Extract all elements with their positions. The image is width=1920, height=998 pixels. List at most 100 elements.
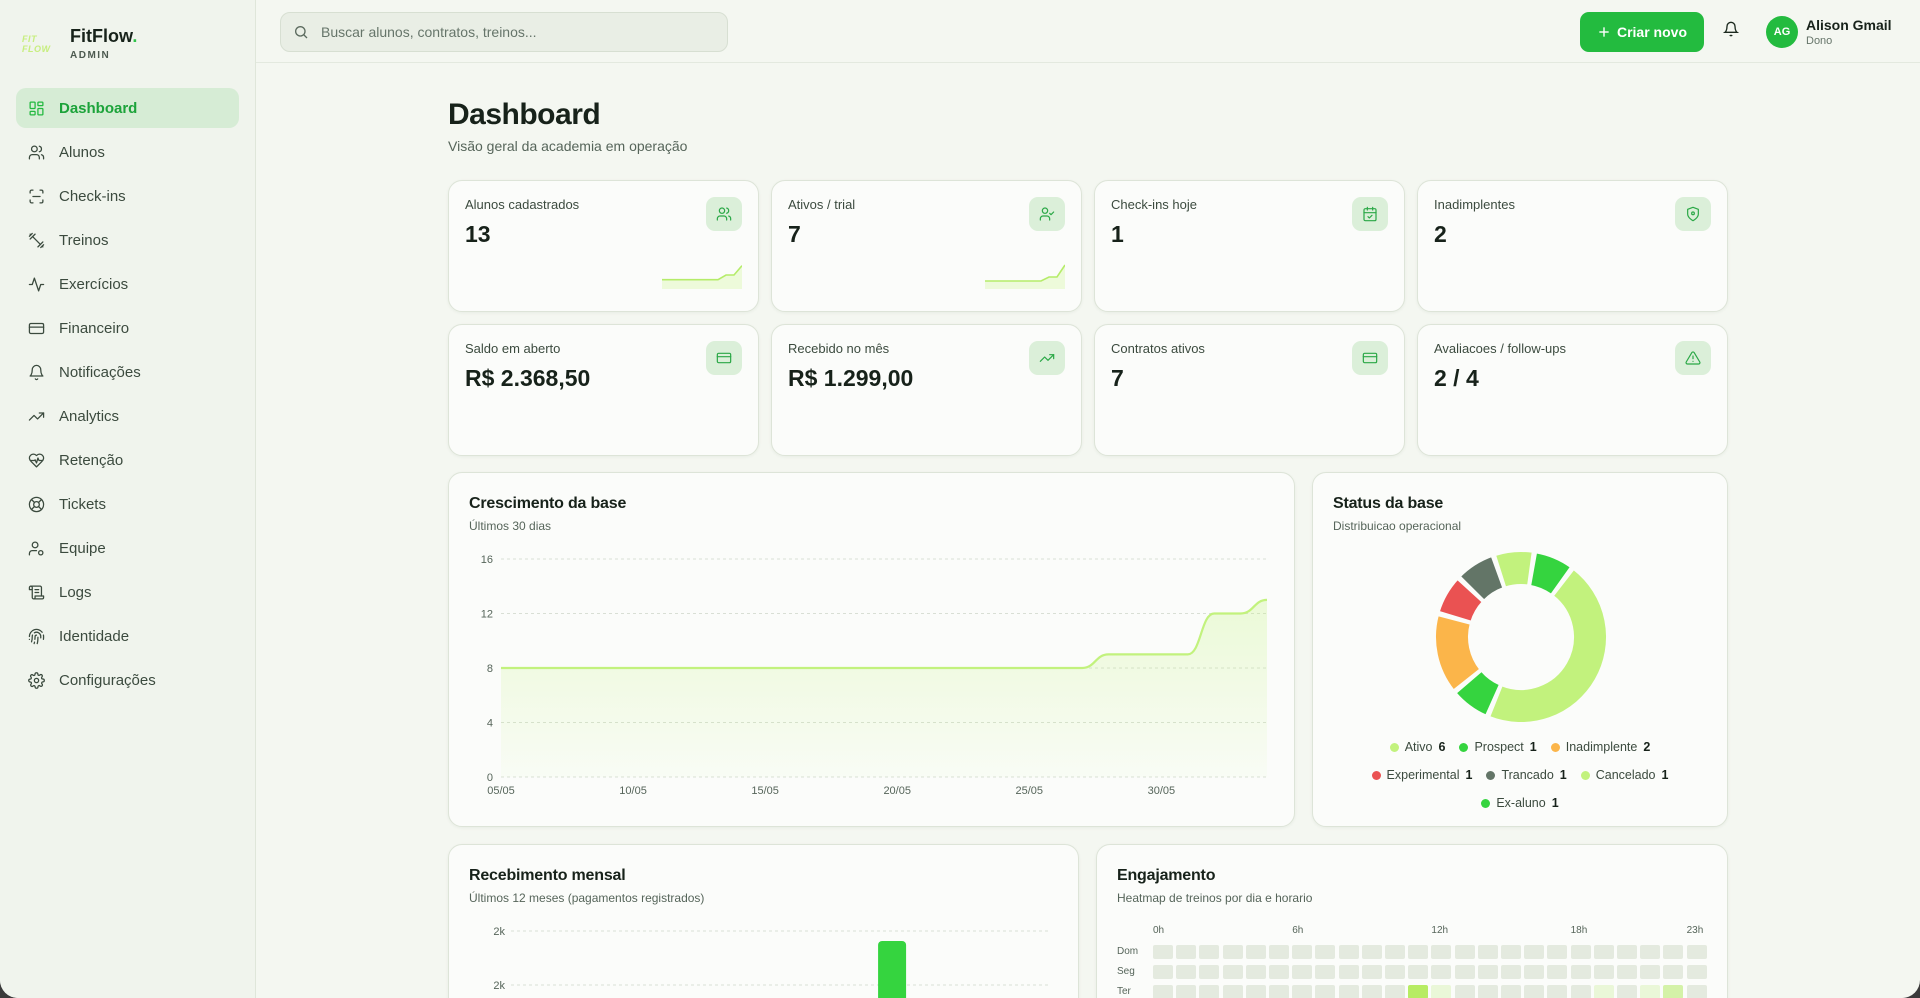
- sidebar-item-identidade[interactable]: Identidade: [16, 616, 239, 656]
- sidebar-item-analytics[interactable]: Analytics: [16, 396, 239, 436]
- heatmap-cell[interactable]: [1593, 945, 1614, 959]
- heatmap-cell[interactable]: [1199, 985, 1220, 998]
- heatmap-cell[interactable]: [1408, 985, 1429, 998]
- stat-card[interactable]: Recebido no mês R$ 1.299,00: [771, 324, 1082, 456]
- sidebar-item-treinos[interactable]: Treinos: [16, 220, 239, 260]
- heatmap-cell[interactable]: [1431, 965, 1452, 979]
- heatmap-cell[interactable]: [1477, 945, 1498, 959]
- heatmap-cell[interactable]: [1245, 985, 1266, 998]
- donut-slice[interactable]: [1437, 577, 1485, 624]
- sidebar-item-dashboard[interactable]: Dashboard: [16, 88, 239, 128]
- stat-card[interactable]: Ativos / trial 7: [771, 180, 1082, 312]
- heatmap-cell[interactable]: [1361, 945, 1382, 959]
- stat-card[interactable]: Avaliacoes / follow-ups 2 / 4: [1417, 324, 1728, 456]
- heatmap-cell[interactable]: [1385, 965, 1405, 979]
- donut-slice[interactable]: [1458, 554, 1505, 602]
- heatmap-cell[interactable]: [1222, 985, 1243, 998]
- heatmap-cell[interactable]: [1408, 965, 1429, 979]
- heatmap-cell[interactable]: [1547, 945, 1568, 959]
- user-name[interactable]: Alison Gmail: [1806, 17, 1892, 33]
- donut-slice[interactable]: [1528, 551, 1573, 597]
- sidebar-item-alunos[interactable]: Alunos: [16, 132, 239, 172]
- heatmap-cell[interactable]: [1431, 945, 1452, 959]
- sidebar-item-check-ins[interactable]: Check-ins: [16, 176, 239, 216]
- heatmap-cell[interactable]: [1245, 945, 1266, 959]
- heatmap-cell[interactable]: [1292, 985, 1313, 998]
- heatmap-cell[interactable]: [1176, 985, 1197, 998]
- heatmap-cell[interactable]: [1593, 965, 1614, 979]
- heatmap-cell[interactable]: [1454, 965, 1475, 979]
- heatmap-cell[interactable]: [1524, 985, 1545, 998]
- heatmap-cell[interactable]: [1686, 945, 1707, 959]
- heatmap-cell[interactable]: [1385, 985, 1405, 998]
- heatmap-cell[interactable]: [1547, 965, 1568, 979]
- heatmap-cell[interactable]: [1501, 945, 1521, 959]
- sidebar-item-retencao[interactable]: Retenção: [16, 440, 239, 480]
- sidebar-item-exercicios[interactable]: Exercícios: [16, 264, 239, 304]
- heatmap-cell[interactable]: [1176, 965, 1197, 979]
- donut-slice[interactable]: [1434, 613, 1482, 692]
- heatmap-cell[interactable]: [1640, 985, 1661, 998]
- legend-item[interactable]: Trancado 1: [1486, 768, 1567, 782]
- heatmap-cell[interactable]: [1593, 985, 1614, 998]
- heatmap-cell[interactable]: [1408, 945, 1429, 959]
- heatmap-cell[interactable]: [1385, 945, 1405, 959]
- heatmap-cell[interactable]: [1292, 945, 1313, 959]
- sidebar-item-logs[interactable]: Logs: [16, 572, 239, 612]
- heatmap-cell[interactable]: [1617, 965, 1637, 979]
- sidebar-item-notificacoes[interactable]: Notificações: [16, 352, 239, 392]
- heatmap-cell[interactable]: [1501, 965, 1521, 979]
- heatmap-cell[interactable]: [1315, 945, 1336, 959]
- bar[interactable]: [878, 941, 907, 998]
- heatmap-cell[interactable]: [1315, 985, 1336, 998]
- stat-card[interactable]: Check-ins hoje 1: [1094, 180, 1405, 312]
- heatmap-cell[interactable]: [1640, 945, 1661, 959]
- heatmap-cell[interactable]: [1477, 985, 1498, 998]
- heatmap-cell[interactable]: [1686, 985, 1707, 998]
- heatmap-cell[interactable]: [1338, 945, 1359, 959]
- heatmap-cell[interactable]: [1524, 965, 1545, 979]
- heatmap-cell[interactable]: [1199, 965, 1220, 979]
- heatmap-cell[interactable]: [1338, 985, 1359, 998]
- heatmap-cell[interactable]: [1663, 945, 1684, 959]
- sidebar-item-configuracoes[interactable]: Configurações: [16, 660, 239, 700]
- heatmap-cell[interactable]: [1361, 985, 1382, 998]
- heatmap-cell[interactable]: [1153, 965, 1173, 979]
- donut-slice[interactable]: [1493, 551, 1534, 589]
- heatmap-cell[interactable]: [1176, 945, 1197, 959]
- stat-card[interactable]: Contratos ativos 7: [1094, 324, 1405, 456]
- heatmap-cell[interactable]: [1153, 985, 1173, 998]
- heatmap-cell[interactable]: [1570, 985, 1591, 998]
- stat-card[interactable]: Saldo em aberto R$ 2.368,50: [448, 324, 759, 456]
- create-new-button[interactable]: Criar novo: [1580, 12, 1704, 52]
- heatmap-cell[interactable]: [1431, 985, 1452, 998]
- legend-item[interactable]: Inadimplente 2: [1550, 740, 1650, 754]
- legend-item[interactable]: Ativo 6: [1389, 740, 1445, 754]
- legend-item[interactable]: Cancelado 1: [1580, 768, 1668, 782]
- heatmap-cell[interactable]: [1663, 985, 1684, 998]
- brand[interactable]: FIT FLOW FitFlow. ADMIN: [22, 26, 137, 61]
- heatmap-cell[interactable]: [1454, 985, 1475, 998]
- donut-slice[interactable]: [1487, 567, 1609, 724]
- heatmap-cell[interactable]: [1222, 965, 1243, 979]
- legend-item[interactable]: Experimental 1: [1371, 768, 1472, 782]
- heatmap-cell[interactable]: [1547, 985, 1568, 998]
- heatmap-cell[interactable]: [1570, 965, 1591, 979]
- heatmap-cell[interactable]: [1663, 965, 1684, 979]
- heatmap-cell[interactable]: [1315, 965, 1336, 979]
- heatmap-cell[interactable]: [1222, 945, 1243, 959]
- legend-item[interactable]: Ex-aluno 1: [1481, 796, 1559, 810]
- stat-card[interactable]: Inadimplentes 2: [1417, 180, 1728, 312]
- notifications-button[interactable]: [1722, 21, 1743, 41]
- heatmap-cell[interactable]: [1199, 945, 1220, 959]
- heatmap-cell[interactable]: [1617, 945, 1637, 959]
- heatmap-cell[interactable]: [1640, 965, 1661, 979]
- sidebar-item-equipe[interactable]: Equipe: [16, 528, 239, 568]
- sidebar-item-tickets[interactable]: Tickets: [16, 484, 239, 524]
- search-box[interactable]: [280, 12, 728, 52]
- heatmap-cell[interactable]: [1501, 985, 1521, 998]
- heatmap-cell[interactable]: [1245, 965, 1266, 979]
- avatar[interactable]: AG: [1766, 16, 1798, 48]
- heatmap-cell[interactable]: [1361, 965, 1382, 979]
- heatmap-cell[interactable]: [1292, 965, 1313, 979]
